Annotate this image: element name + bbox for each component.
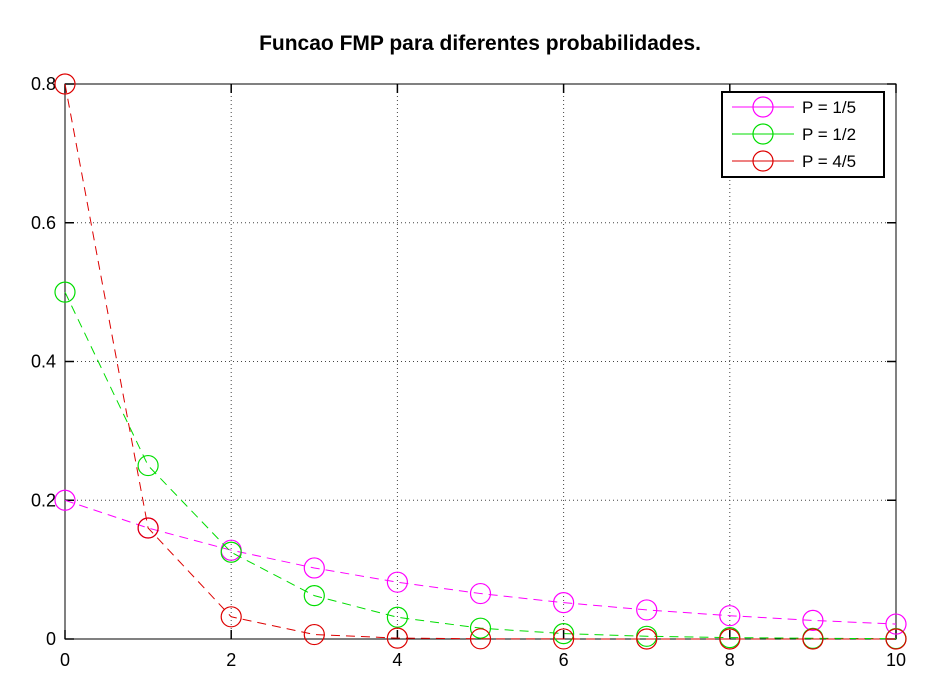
legend-swatch-marker — [752, 96, 774, 118]
y-tick-label: 0.4 — [31, 352, 56, 372]
y-tick-label: 0.6 — [31, 213, 56, 233]
x-tick-label: 0 — [60, 650, 70, 670]
data-point — [386, 571, 408, 593]
series-layer — [54, 73, 907, 650]
series-3 — [54, 73, 907, 650]
chart-title: Funcao FMP para diferentes probabilidade… — [259, 32, 701, 55]
series-1 — [54, 489, 907, 635]
data-point — [54, 73, 76, 95]
data-point — [303, 585, 325, 607]
series-line — [64, 291, 897, 640]
y-tick-label: 0.8 — [31, 74, 56, 94]
x-tick-label: 4 — [392, 650, 402, 670]
data-point — [220, 606, 242, 628]
data-point — [802, 628, 824, 650]
axes: 0 2 4 6 8 10 0 0.2 0.4 0.6 0.8 — [31, 74, 906, 670]
legend-swatch-marker — [752, 150, 774, 172]
data-point — [552, 628, 575, 650]
y-tick-label: 0.2 — [31, 490, 56, 510]
data-point — [552, 622, 575, 645]
legend-swatch-marker — [752, 123, 774, 145]
x-tick-label: 8 — [725, 650, 735, 670]
data-point — [719, 628, 741, 650]
data-point — [636, 628, 658, 650]
series-line — [64, 499, 897, 625]
x-tick-label: 6 — [559, 650, 569, 670]
data-point — [469, 582, 492, 605]
data-point — [54, 281, 76, 303]
legend: P = 1/5 P = 1/2 P = 4/5 — [721, 91, 885, 178]
data-point — [885, 613, 907, 635]
data-point — [636, 599, 658, 621]
x-tick-label: 10 — [886, 650, 906, 670]
data-point — [220, 541, 242, 563]
data-point — [386, 627, 408, 649]
data-point — [303, 557, 325, 579]
data-point — [885, 628, 907, 650]
series-line — [64, 83, 896, 640]
data-point — [386, 606, 408, 628]
data-point — [54, 489, 76, 511]
legend-label: P = 1/5 — [802, 98, 856, 117]
data-point — [552, 592, 575, 614]
data-point — [802, 609, 824, 632]
y-tick-label: 0 — [46, 629, 56, 649]
data-point — [469, 617, 492, 639]
x-tick-label: 2 — [226, 650, 236, 670]
data-point — [137, 517, 159, 539]
data-point — [719, 605, 741, 627]
data-point — [137, 454, 159, 477]
legend-label: P = 1/2 — [802, 125, 856, 144]
data-point — [469, 628, 492, 650]
data-point — [303, 623, 325, 646]
legend-label: P = 4/5 — [802, 152, 856, 171]
